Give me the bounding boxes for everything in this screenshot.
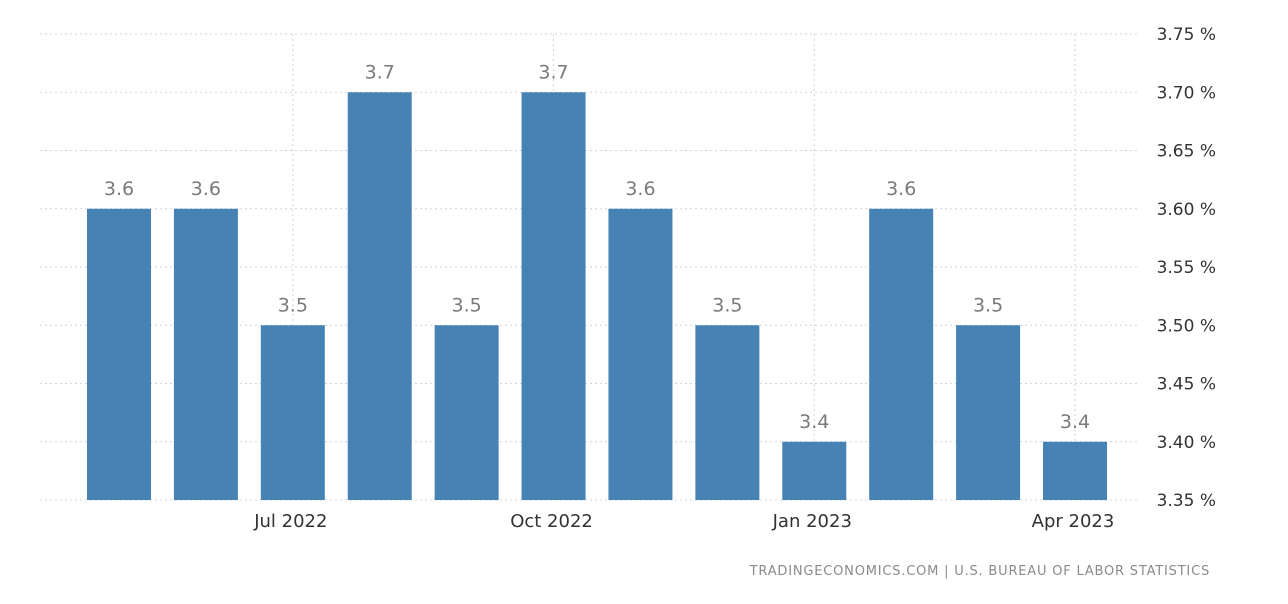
data-label: 3.5 [973, 294, 1003, 316]
data-label: 3.5 [452, 294, 482, 316]
source-site: TRADINGECONOMICS.COM [749, 564, 940, 579]
x-tick-label: Oct 2022 [510, 511, 593, 532]
bar [260, 325, 325, 500]
y-tick-label: 3.35 % [1157, 491, 1216, 511]
x-tick-label: Jul 2022 [253, 511, 327, 532]
bar [521, 92, 586, 500]
bar [347, 92, 412, 500]
bar [956, 325, 1021, 500]
source-attribution: TRADINGECONOMICS.COM | U.S. BUREAU OF LA… [0, 564, 1210, 579]
data-label: 3.5 [712, 294, 742, 316]
bar [434, 325, 499, 500]
x-tick-label: Apr 2023 [1032, 511, 1115, 532]
data-label: 3.6 [191, 178, 221, 200]
data-label: 3.7 [365, 61, 395, 83]
y-tick-label: 3.55 % [1157, 258, 1216, 278]
y-tick-label: 3.50 % [1157, 316, 1216, 336]
data-label: 3.4 [799, 411, 829, 433]
data-label: 3.7 [538, 61, 568, 83]
data-label: 3.4 [1060, 411, 1090, 433]
bar [87, 208, 151, 500]
bar [608, 208, 673, 500]
x-tick-label: Jan 2023 [772, 511, 852, 532]
bar [173, 208, 238, 500]
bar [869, 208, 934, 500]
data-label: 3.6 [625, 178, 655, 200]
data-label: 3.6 [104, 178, 134, 200]
data-label: 3.5 [278, 294, 308, 316]
y-tick-label: 3.65 % [1157, 142, 1216, 162]
data-label: 3.6 [886, 178, 916, 200]
y-tick-label: 3.45 % [1157, 375, 1216, 395]
y-tick-label: 3.75 % [1157, 25, 1216, 45]
bar [1043, 441, 1107, 500]
source-agency: U.S. BUREAU OF LABOR STATISTICS [954, 564, 1210, 579]
bar [782, 441, 847, 500]
y-tick-label: 3.40 % [1157, 433, 1216, 453]
source-separator: | [944, 564, 950, 579]
y-tick-label: 3.60 % [1157, 200, 1216, 220]
bar [695, 325, 760, 500]
y-tick-label: 3.70 % [1157, 83, 1216, 103]
